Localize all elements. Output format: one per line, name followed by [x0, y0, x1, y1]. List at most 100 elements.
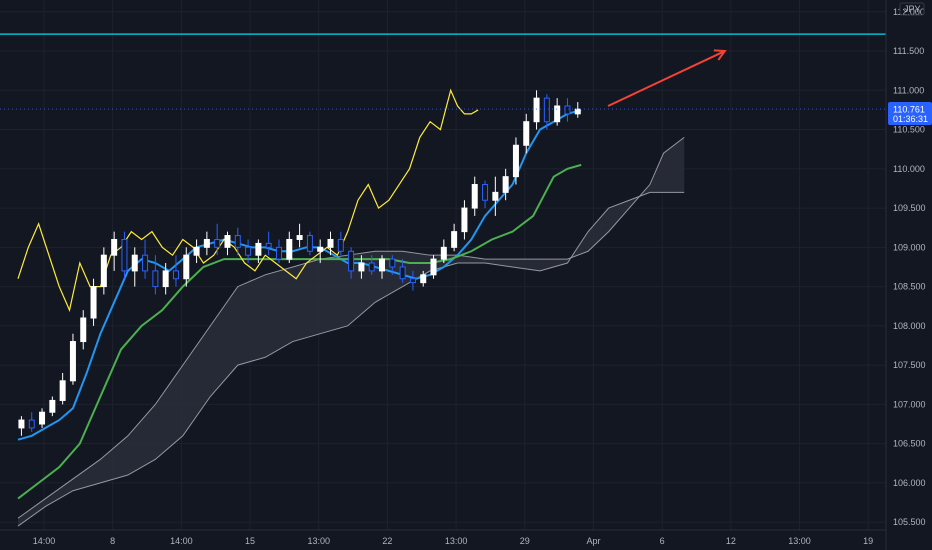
- candle-body: [152, 270, 159, 288]
- candle-body: [420, 274, 427, 284]
- candle-body: [440, 246, 447, 260]
- arrow-shaft: [607, 50, 726, 107]
- x-tick-label: 14:00: [170, 536, 193, 546]
- trend-arrow: [607, 49, 727, 107]
- candle-body: [286, 238, 293, 260]
- ichimoku-cloud: [17, 137, 685, 527]
- candle-body: [224, 235, 231, 248]
- x-tick-label: 14:00: [33, 536, 56, 546]
- candle-body: [142, 254, 149, 272]
- y-tick-label: 111.500: [893, 46, 924, 56]
- y-tick-label: 112.000: [893, 7, 925, 17]
- y-tick-label: 107.500: [893, 360, 926, 370]
- candle-body: [379, 258, 386, 272]
- candle-body: [131, 254, 138, 272]
- candle-body: [214, 238, 221, 248]
- y-tick-label: 109.500: [893, 203, 926, 213]
- y-tick-label: 108.000: [893, 321, 926, 331]
- x-tick-label: 13:00: [445, 536, 468, 546]
- candles: [18, 90, 581, 436]
- kijun-line: [17, 163, 582, 500]
- candle-body: [245, 246, 252, 256]
- candle-body: [28, 419, 35, 429]
- candle-body: [492, 191, 499, 201]
- candle-body: [471, 184, 478, 209]
- x-tick-label: 13:00: [307, 536, 330, 546]
- candle-body: [296, 235, 303, 240]
- cloud-span-a: [17, 137, 685, 519]
- candle-body: [337, 238, 344, 252]
- candle-body: [399, 266, 406, 280]
- candle-body: [306, 235, 313, 252]
- x-tick-label: 12: [726, 536, 736, 546]
- x-tick-label: 13:00: [788, 536, 811, 546]
- candle-body: [327, 238, 334, 248]
- candle-body: [574, 108, 581, 115]
- candle-body: [409, 278, 416, 284]
- candle-body: [451, 231, 458, 248]
- y-tick-label: 106.000: [893, 478, 926, 488]
- candle-body: [172, 270, 179, 280]
- candle-body: [80, 317, 87, 343]
- x-tick-label: Apr: [586, 536, 600, 546]
- candle-body: [39, 411, 46, 425]
- candle-body: [265, 242, 272, 248]
- candle-body: [234, 235, 241, 248]
- chikou-line: [17, 88, 479, 313]
- candle-body: [183, 254, 190, 280]
- y-tick-label: 110.000: [893, 164, 925, 174]
- y-tick-label: 111.000: [893, 85, 924, 95]
- candle-body: [543, 97, 550, 123]
- y-tick-label: 105.500: [893, 517, 926, 527]
- y-tick-label: 110.500: [893, 125, 925, 135]
- candle-body: [461, 207, 468, 233]
- y-tick-label: 107.000: [893, 399, 926, 409]
- candle-body: [430, 258, 437, 276]
- candle-body: [111, 238, 118, 256]
- candle-body: [100, 254, 107, 288]
- indicator-lines: [17, 88, 582, 500]
- x-tick-label: 19: [863, 536, 873, 546]
- candle-body: [482, 184, 489, 201]
- candle-body: [121, 238, 128, 272]
- cloud-span-b: [17, 191, 685, 527]
- cloud-fill: [18, 137, 685, 527]
- y-tick-label: 106.500: [893, 439, 926, 449]
- countdown-label: 01:36:31: [893, 114, 928, 124]
- candle-body: [90, 286, 97, 319]
- candle-body: [523, 121, 530, 146]
- candle-body: [69, 341, 76, 382]
- arrow-head: [713, 49, 727, 61]
- candle-body: [59, 380, 66, 401]
- candle-body: [368, 262, 375, 272]
- candle-body: [193, 246, 200, 256]
- candle-body: [512, 144, 519, 178]
- candle-body: [564, 105, 571, 115]
- candle-body: [49, 399, 56, 413]
- x-tick-label: 8: [110, 536, 115, 546]
- currency-label: JPY: [904, 4, 921, 14]
- candle-body: [317, 246, 324, 252]
- candle-body: [18, 419, 25, 429]
- x-tick-label: 15: [245, 536, 255, 546]
- tenkan-line: [17, 108, 582, 441]
- x-tick-label: 22: [382, 536, 392, 546]
- last-price-badge: [888, 102, 932, 126]
- x-tick-label: 29: [520, 536, 530, 546]
- candle-body: [502, 176, 509, 193]
- candle-body: [533, 97, 540, 123]
- candle-body: [203, 238, 210, 248]
- currency-label-frame: [899, 2, 925, 16]
- candle-body: [162, 270, 169, 288]
- x-tick-label: 6: [660, 536, 665, 546]
- y-tick-label: 108.500: [893, 282, 926, 292]
- last-price-label: 110.761: [893, 105, 925, 115]
- candle-body: [358, 262, 365, 272]
- candle-body: [554, 105, 561, 123]
- candle-body: [389, 258, 396, 268]
- candle-body: [275, 246, 282, 260]
- price-axis-panel: [886, 0, 932, 550]
